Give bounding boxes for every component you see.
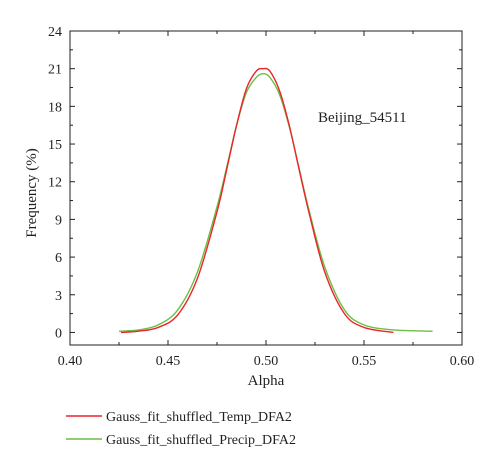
- y-tick-label: 21: [48, 63, 62, 78]
- y-tick-label: 15: [48, 138, 62, 153]
- series-line-precip: [118, 72, 433, 332]
- y-tick-label: 18: [48, 100, 62, 115]
- plot-frame: [69, 30, 463, 346]
- y-axis-label: Frequency (%): [24, 148, 40, 238]
- x-tick-label: 0.50: [254, 354, 279, 369]
- x-tick-label: 0.60: [450, 354, 475, 369]
- series-line-temp: [120, 67, 394, 334]
- legend-label: Gauss_fit_shuffled_Precip_DFA2: [106, 433, 296, 448]
- y-tick-label: 0: [55, 326, 62, 341]
- x-tick-label: 0.45: [156, 354, 181, 369]
- station-annotation: Beijing_54511: [318, 110, 407, 126]
- legend-label: Gauss_fit_shuffled_Temp_DFA2: [106, 410, 292, 425]
- x-axis-label: Alpha: [248, 373, 285, 389]
- x-tick-label: 0.55: [352, 354, 377, 369]
- y-tick-label: 12: [48, 176, 62, 191]
- x-tick-label: 0.40: [58, 354, 83, 369]
- y-tick-label: 6: [55, 251, 62, 266]
- y-tick-label: 3: [55, 289, 62, 304]
- y-tick-label: 9: [55, 213, 62, 228]
- y-tick-label: 24: [48, 25, 62, 40]
